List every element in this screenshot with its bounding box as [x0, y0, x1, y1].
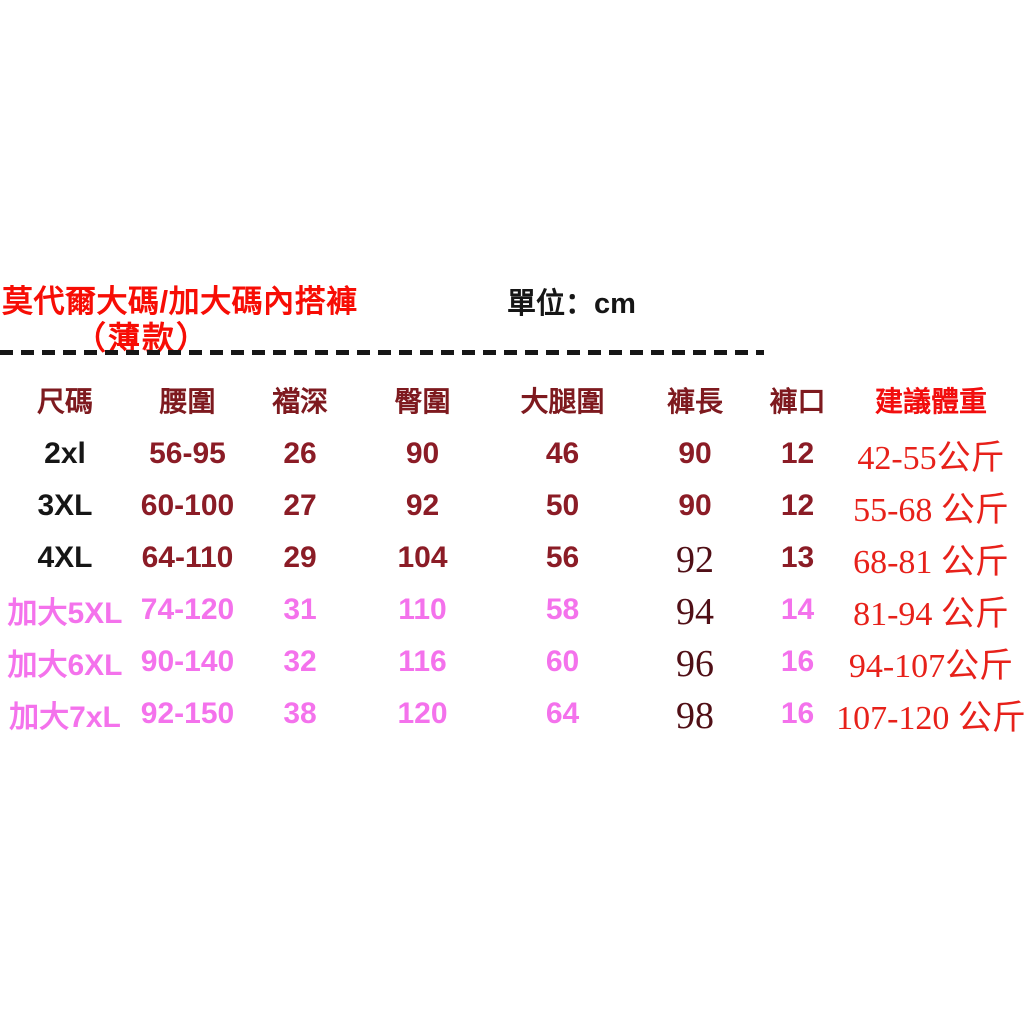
cell-waist: 90-140 — [140, 645, 235, 678]
header-length: 褲長 — [666, 386, 723, 417]
cell-cuff: 16 — [780, 645, 815, 678]
table-row: 2xl 56-95 26 90 46 90 12 42-55公斤 — [0, 428, 1022, 480]
cell-waist: 92-150 — [140, 697, 235, 730]
cell-weight: 68-81 公斤 — [853, 543, 1009, 581]
cell-hip: 92 — [405, 489, 440, 522]
cell-hip: 120 — [397, 697, 448, 730]
table-row: 加大7xL 92-150 38 120 64 98 16 107-120 公斤 — [0, 688, 1024, 740]
cell-hip: 104 — [397, 541, 448, 574]
cell-weight: 81-94 公斤 — [853, 595, 1009, 633]
cell-crotch-depth: 32 — [283, 645, 317, 678]
cell-waist: 64-110 — [141, 541, 234, 574]
cell-length: 90 — [678, 437, 712, 470]
header-waist: 腰圍 — [159, 386, 216, 417]
cell-cuff: 14 — [780, 593, 815, 626]
cell-waist: 56-95 — [149, 437, 226, 470]
page-title: 莫代爾大碼/加大碼內搭褲 — [2, 284, 358, 319]
cell-crotch-depth: 31 — [283, 593, 317, 626]
header-crotch-depth: 襠深 — [271, 386, 328, 417]
cell-length: 98 — [676, 695, 714, 737]
cell-weight: 42-55公斤 — [857, 439, 1005, 477]
size-chart-table: 尺碼 腰圍 襠深 臀圍 大腿圍 褲長 褲口 建議體重 2xl 56-95 26 90 46 90 12 42-… — [0, 372, 1024, 740]
cell-hip: 110 — [398, 593, 447, 626]
table-row: 加大6XL 90-140 32 116 60 96 16 94-107公斤 — [0, 636, 1022, 688]
cell-length: 92 — [676, 539, 714, 581]
header-cuff: 褲口 — [769, 386, 826, 417]
header-size: 尺碼 — [36, 386, 93, 417]
table-row: 加大5XL 74-120 31 110 58 94 14 81-94 公斤 — [0, 584, 1022, 636]
header-hip: 臀圍 — [394, 386, 451, 417]
cell-weight: 94-107公斤 — [848, 647, 1014, 685]
cell-cuff: 12 — [780, 437, 815, 470]
cell-length: 90 — [678, 489, 712, 522]
unit-label: 單位：cm — [507, 288, 636, 320]
cell-hip: 116 — [398, 645, 447, 678]
header-thigh: 大腿圍 — [520, 386, 605, 417]
cell-size: 3XL — [37, 489, 93, 522]
cell-crotch-depth: 29 — [283, 541, 317, 574]
cell-thigh: 50 — [545, 489, 580, 522]
cell-size: 4XL — [37, 541, 93, 574]
cell-hip: 90 — [405, 437, 440, 470]
cell-cuff: 16 — [780, 697, 815, 730]
cell-thigh: 60 — [545, 645, 580, 678]
cell-weight: 107-120 公斤 — [836, 699, 1024, 737]
cell-size: 2xl — [44, 437, 86, 470]
cell-cuff: 12 — [780, 489, 815, 522]
cell-waist: 60-100 — [140, 489, 235, 522]
cell-crotch-depth: 38 — [283, 697, 317, 730]
cell-crotch-depth: 27 — [283, 489, 317, 522]
cell-size: 加大6XL — [7, 649, 123, 682]
cell-size: 加大5XL — [7, 597, 123, 630]
cell-crotch-depth: 26 — [283, 437, 317, 470]
table-header-row: 尺碼 腰圍 襠深 臀圍 大腿圍 褲長 褲口 建議體重 — [0, 372, 1022, 428]
cell-weight: 55-68 公斤 — [853, 491, 1009, 529]
cell-thigh: 64 — [545, 697, 580, 730]
table-row: 4XL 64-110 29 104 56 92 13 68-81 公斤 — [0, 532, 1022, 584]
header-weight: 建議體重 — [874, 386, 987, 417]
cell-thigh: 46 — [545, 437, 580, 470]
cell-size: 加大7xL — [9, 701, 121, 734]
table-row: 3XL 60-100 27 92 50 90 12 55-68 公斤 — [0, 480, 1022, 532]
cell-thigh: 58 — [545, 593, 580, 626]
cell-length: 94 — [676, 591, 714, 633]
cell-thigh: 56 — [545, 541, 580, 574]
cell-waist: 74-120 — [140, 593, 235, 626]
dashed-divider — [0, 350, 764, 355]
cell-length: 96 — [676, 643, 714, 685]
cell-cuff: 13 — [780, 541, 815, 574]
